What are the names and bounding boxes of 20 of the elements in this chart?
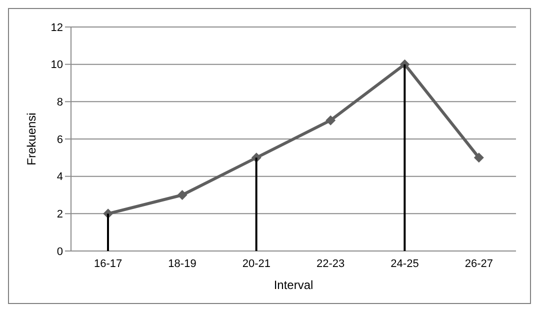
y-tick-label: 12 [50,22,63,34]
x-tick-label: 16-17 [94,258,122,270]
y-tick-label: 6 [56,134,63,146]
x-axis-title: Interval [274,278,314,292]
x-tick-label: 20-21 [242,258,270,270]
y-tick-label: 4 [56,171,63,184]
point [474,152,484,163]
x-tick-label: 22-23 [316,258,345,270]
y-axis-title: Frekuensi [24,112,38,166]
y-tick-label: 0 [56,246,63,258]
x-tick-label: 26-27 [464,258,493,270]
x-tick-label: 24-25 [390,258,419,270]
bar [107,214,109,251]
bar [404,64,406,251]
point [177,190,188,200]
y-tick-label: 10 [50,59,63,72]
y-tick-label: 8 [56,96,63,109]
y-tick-label: 2 [56,208,63,221]
x-tick-label: 18-19 [168,258,196,270]
point [326,115,336,126]
